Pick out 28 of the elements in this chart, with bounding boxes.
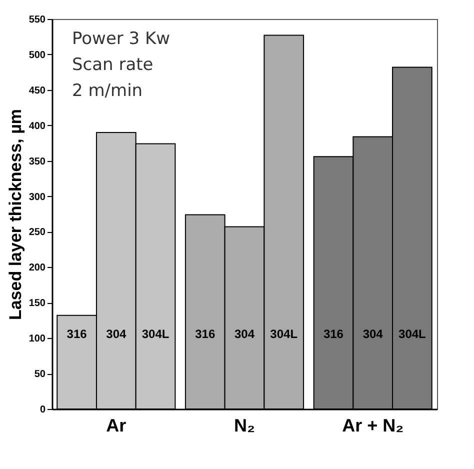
y-tick-label: 150 <box>28 298 46 310</box>
text: 304L <box>142 327 170 341</box>
annotation: Power 3 Kw <box>72 29 170 49</box>
y-tick-label: 0 <box>40 404 46 416</box>
series-label: 304L <box>270 327 298 341</box>
text: 304 <box>234 327 255 341</box>
y-tick-label: 250 <box>28 227 46 238</box>
y-axis-title: Lased layer thickness, µm <box>6 108 25 320</box>
y-tick-label: 400 <box>28 120 46 132</box>
series-label: 304 <box>362 327 384 341</box>
annotation: 2 m/min <box>72 81 143 101</box>
text: 316 <box>195 327 216 341</box>
y-tick-label: 100 <box>28 334 46 345</box>
x-tick-label: Ar + N₂ <box>342 416 404 436</box>
x-tick-label: N₂ <box>234 416 255 436</box>
y-tick-label: 450 <box>28 85 46 96</box>
y-tick-label: 50 <box>34 369 46 380</box>
text: 316 <box>66 327 87 341</box>
text: 304 <box>106 327 126 341</box>
annotation: Scan rate <box>72 55 154 75</box>
series-label: 316 <box>323 327 344 341</box>
y-tick-label: 300 <box>28 192 46 203</box>
y-tick-label: 500 <box>28 50 46 61</box>
y-tick-label: 350 <box>28 156 46 168</box>
x-tick-label: Ar <box>106 416 126 436</box>
y-tick-label: 200 <box>28 262 46 274</box>
text: 304L <box>398 327 426 341</box>
y-tick-label: 550 <box>28 14 46 26</box>
